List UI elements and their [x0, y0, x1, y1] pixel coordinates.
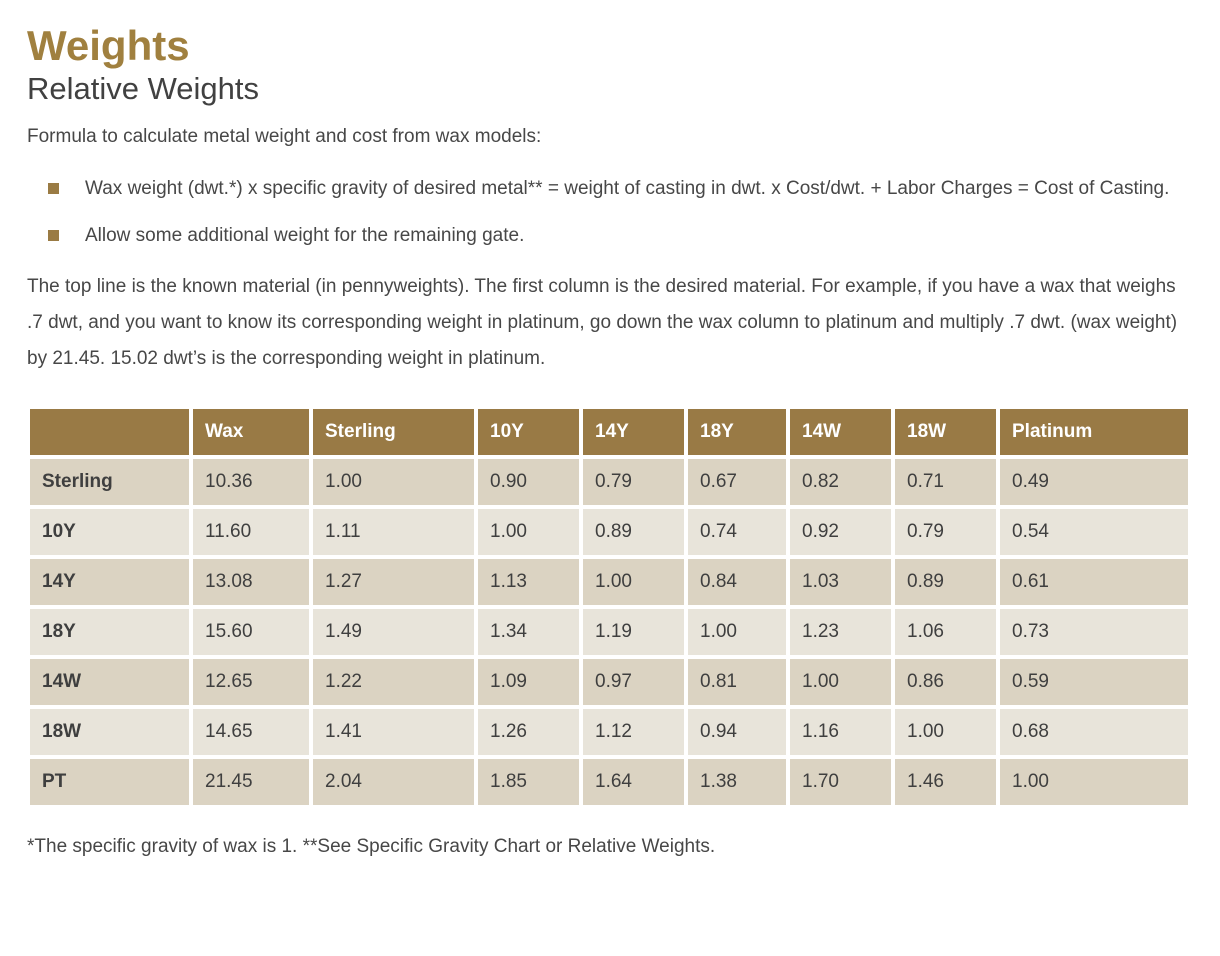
value-cell: 1.06 [895, 609, 996, 656]
row-header-cell: 18Y [30, 609, 189, 656]
column-header-cell: Platinum [1000, 409, 1188, 456]
value-cell: 0.73 [1000, 609, 1188, 656]
value-cell: 0.84 [688, 559, 786, 606]
column-header-cell: Wax [193, 409, 309, 456]
table-row: 18W 14.65 1.41 1.26 1.12 0.94 1.16 1.00 0.68 [30, 709, 1188, 756]
column-header-cell: 18W [895, 409, 996, 456]
footnote-text: *The specific gravity of wax is 1. **See… [27, 836, 716, 858]
value-cell: 0.97 [583, 659, 684, 706]
bullet-item: Wax weight (dwt.*) x specific gravity of… [27, 171, 1190, 206]
column-header-cell: Sterling [313, 409, 474, 456]
row-header-cell: 18W [30, 709, 189, 756]
value-cell: 0.89 [895, 559, 996, 606]
column-header-cell: 14W [790, 409, 891, 456]
value-cell: 1.23 [790, 609, 891, 656]
value-cell: 0.82 [790, 459, 891, 506]
corner-header-cell [30, 409, 189, 456]
value-cell: 1.41 [313, 709, 474, 756]
value-cell: 0.92 [790, 509, 891, 556]
bullet-text: Allow some additional weight for the rem… [85, 225, 525, 247]
value-cell: 12.65 [193, 659, 309, 706]
value-cell: 1.09 [478, 659, 579, 706]
value-cell: 11.60 [193, 509, 309, 556]
value-cell: 1.19 [583, 609, 684, 656]
square-bullet-icon [48, 230, 59, 242]
value-cell: 0.67 [688, 459, 786, 506]
intro-text: Formula to calculate metal weight and co… [27, 126, 542, 148]
value-cell: 0.86 [895, 659, 996, 706]
value-cell: 1.00 [688, 609, 786, 656]
column-header-cell: 18Y [688, 409, 786, 456]
value-cell: 1.12 [583, 709, 684, 756]
row-header-cell: 14Y [30, 559, 189, 606]
page-title: Weights [27, 22, 190, 69]
bullet-text: Wax weight (dwt.*) x specific gravity of… [85, 178, 1170, 200]
value-cell: 1.26 [478, 709, 579, 756]
value-cell: 21.45 [193, 759, 309, 806]
table-row: 18Y 15.60 1.49 1.34 1.19 1.00 1.23 1.06 0.73 [30, 609, 1188, 656]
value-cell: 14.65 [193, 709, 309, 756]
column-header-cell: 10Y [478, 409, 579, 456]
value-cell: 1.00 [313, 459, 474, 506]
relative-weights-table: Wax Sterling 10Y 14Y 18Y 14W 18W Platinum Sterl… [26, 405, 1192, 809]
bullet-item: Allow some additional weight for the rem… [27, 218, 1190, 253]
row-header-cell: PT [30, 759, 189, 806]
value-cell: 0.68 [1000, 709, 1188, 756]
value-cell: 0.74 [688, 509, 786, 556]
value-cell: 1.00 [790, 659, 891, 706]
page: Weights Relative Weights Formula to calc… [26, 22, 1192, 858]
value-cell: 0.71 [895, 459, 996, 506]
row-header-cell: Sterling [30, 459, 189, 506]
row-header-cell: 14W [30, 659, 189, 706]
table-row: PT 21.45 2.04 1.85 1.64 1.38 1.70 1.46 1.00 [30, 759, 1188, 806]
value-cell: 1.49 [313, 609, 474, 656]
table-header: Wax Sterling 10Y 14Y 18Y 14W 18W Platinum [30, 409, 1188, 456]
value-cell: 1.00 [895, 709, 996, 756]
bullet-list: Wax weight (dwt.*) x specific gravity of… [27, 171, 1190, 253]
value-cell: 1.11 [313, 509, 474, 556]
section-title: Relative Weights [27, 71, 260, 107]
value-cell: 1.03 [790, 559, 891, 606]
value-cell: 1.64 [583, 759, 684, 806]
table-row: Sterling 10.36 1.00 0.90 0.79 0.67 0.82 0.71 0.4… [30, 459, 1188, 506]
value-cell: 13.08 [193, 559, 309, 606]
value-cell: 2.04 [313, 759, 474, 806]
value-cell: 1.27 [313, 559, 474, 606]
value-cell: 1.38 [688, 759, 786, 806]
value-cell: 0.79 [583, 459, 684, 506]
value-cell: 0.59 [1000, 659, 1188, 706]
value-cell: 0.81 [688, 659, 786, 706]
value-cell: 1.00 [1000, 759, 1188, 806]
value-cell: 10.36 [193, 459, 309, 506]
value-cell: 1.34 [478, 609, 579, 656]
value-cell: 0.89 [583, 509, 684, 556]
table-row: 14W 12.65 1.22 1.09 0.97 0.81 1.00 0.86 0.59 [30, 659, 1188, 706]
value-cell: 0.79 [895, 509, 996, 556]
value-cell: 1.70 [790, 759, 891, 806]
description-text: The top line is the known material (in p… [27, 276, 1178, 370]
value-cell: 1.46 [895, 759, 996, 806]
value-cell: 1.22 [313, 659, 474, 706]
value-cell: 1.00 [583, 559, 684, 606]
value-cell: 15.60 [193, 609, 309, 656]
value-cell: 0.90 [478, 459, 579, 506]
row-header-cell: 10Y [30, 509, 189, 556]
value-cell: 0.61 [1000, 559, 1188, 606]
value-cell: 0.54 [1000, 509, 1188, 556]
value-cell: 1.85 [478, 759, 579, 806]
value-cell: 1.13 [478, 559, 579, 606]
table-body: Sterling 10.36 1.00 0.90 0.79 0.67 0.82 0.71 0.4… [30, 459, 1188, 806]
column-header-cell: 14Y [583, 409, 684, 456]
square-bullet-icon [48, 183, 59, 195]
table-row: 10Y 11.60 1.11 1.00 0.89 0.74 0.92 0.79 0.54 [30, 509, 1188, 556]
value-cell: 1.00 [478, 509, 579, 556]
value-cell: 0.49 [1000, 459, 1188, 506]
table-row: 14Y 13.08 1.27 1.13 1.00 0.84 1.03 0.89 0.61 [30, 559, 1188, 606]
table-header-row: Wax Sterling 10Y 14Y 18Y 14W 18W Platinum [30, 409, 1188, 456]
value-cell: 0.94 [688, 709, 786, 756]
value-cell: 1.16 [790, 709, 891, 756]
